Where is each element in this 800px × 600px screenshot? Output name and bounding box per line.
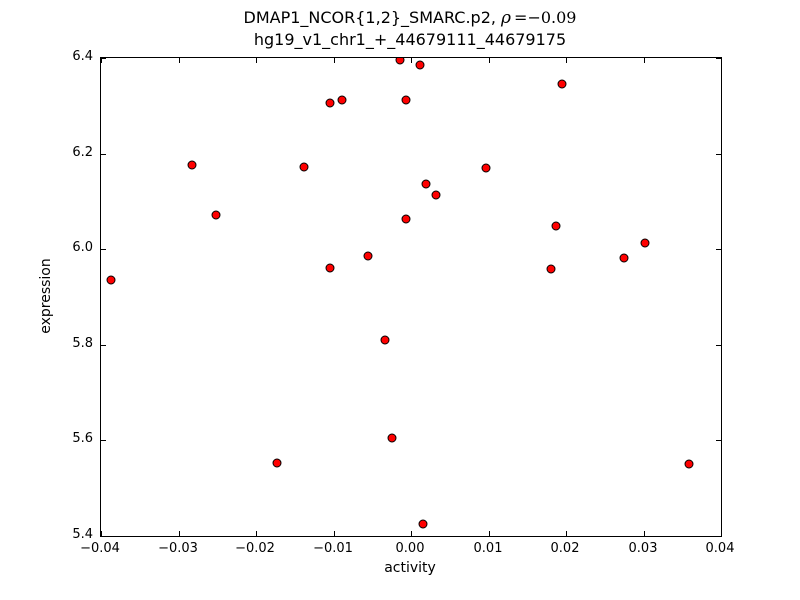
chart-title: DMAP1_NCOR{1,2}_SMARC.p2, ρ =−0.09 hg19_v… [100, 7, 720, 50]
y-tick-left [101, 58, 106, 59]
y-tick-right [716, 536, 721, 537]
y-tick-left [101, 536, 106, 537]
data-point [418, 519, 428, 529]
y-tick-left [101, 154, 106, 155]
x-tick-bottom [566, 531, 567, 536]
data-point [325, 98, 335, 108]
data-point [395, 58, 405, 65]
y-tick-label: 6.2 [72, 145, 93, 160]
y-tick-left [101, 345, 106, 346]
data-point [401, 214, 411, 224]
data-point [684, 459, 694, 469]
y-tick-right [716, 58, 721, 59]
x-tick-top [101, 58, 102, 63]
rho-value: =−0.09 [514, 8, 577, 27]
data-point [546, 264, 556, 274]
data-point [415, 60, 425, 70]
rho-symbol: ρ [501, 8, 512, 28]
data-point [640, 238, 650, 248]
data-point [299, 162, 309, 171]
y-tick-label: 6.0 [72, 240, 93, 255]
y-tick-right [716, 154, 721, 155]
data-point [380, 335, 390, 345]
y-tick-right [716, 345, 721, 346]
data-point [401, 95, 411, 105]
y-tick-label: 6.4 [72, 49, 93, 64]
data-point [557, 79, 567, 89]
y-tick-right [716, 440, 721, 441]
x-tick-label: −0.02 [235, 541, 275, 556]
chart-title-line2: hg19_v1_chr1_+_44679111_44679175 [253, 30, 567, 49]
data-point [387, 433, 397, 443]
x-axis-label: activity [384, 560, 436, 576]
x-tick-top [334, 58, 335, 63]
data-point [337, 95, 347, 105]
data-point [551, 221, 561, 231]
x-tick-label: 0.00 [395, 541, 425, 556]
x-tick-bottom [489, 531, 490, 536]
data-point [106, 275, 116, 285]
data-point [431, 190, 441, 200]
x-tick-top [411, 58, 412, 63]
x-tick-top [644, 58, 645, 63]
x-tick-label: 0.04 [705, 541, 735, 556]
x-tick-bottom [721, 531, 722, 536]
x-tick-bottom [644, 531, 645, 536]
y-tick-left [101, 249, 106, 250]
data-point [211, 210, 221, 220]
y-tick-label: 5.6 [72, 431, 93, 446]
data-point [481, 163, 491, 173]
data-point [421, 179, 431, 189]
x-tick-label: −0.03 [158, 541, 198, 556]
x-tick-bottom [411, 531, 412, 536]
y-tick-label: 5.8 [72, 336, 93, 351]
x-tick-label: −0.01 [313, 541, 353, 556]
y-tick-left [101, 440, 106, 441]
data-point [619, 253, 629, 263]
data-point [187, 160, 197, 170]
data-point [272, 458, 282, 468]
y-tick-right [716, 249, 721, 250]
x-tick-label: 0.02 [550, 541, 580, 556]
data-point [363, 251, 373, 261]
x-tick-bottom [256, 531, 257, 536]
x-tick-top [256, 58, 257, 63]
x-tick-top [721, 58, 722, 63]
y-tick-label: 5.4 [72, 527, 93, 542]
data-point [325, 263, 335, 273]
x-tick-label: 0.01 [473, 541, 503, 556]
x-tick-top [489, 58, 490, 63]
x-tick-bottom [179, 531, 180, 536]
plot-area [100, 57, 722, 537]
chart-title-text: DMAP1_NCOR{1,2}_SMARC.p2, [243, 8, 502, 27]
x-tick-label: −0.04 [80, 541, 120, 556]
x-tick-bottom [101, 531, 102, 536]
x-tick-label: 0.03 [628, 541, 658, 556]
x-tick-top [179, 58, 180, 63]
chart-title-line1: DMAP1_NCOR{1,2}_SMARC.p2, ρ =−0.09 [100, 7, 720, 29]
x-tick-top [566, 58, 567, 63]
y-axis-label: expression [38, 258, 54, 334]
x-tick-bottom [334, 531, 335, 536]
